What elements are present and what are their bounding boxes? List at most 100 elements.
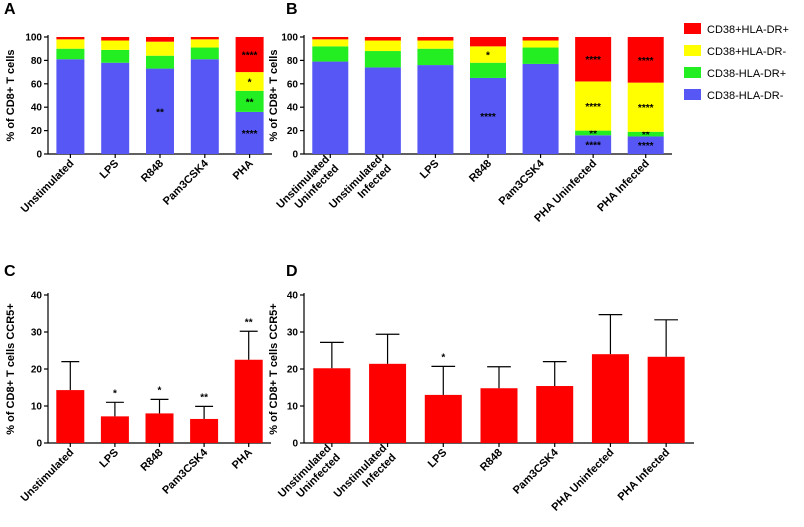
bar-segment <box>101 40 130 50</box>
panel-label: C <box>4 263 16 280</box>
bar-segment <box>101 49 130 63</box>
panel-label: D <box>286 263 298 280</box>
bar <box>591 354 629 443</box>
panel-a: A % of CD8+ T cells 0 20 40 60 80 100 Unstimulat… <box>4 1 272 215</box>
category-label-line: PHA Uninfected <box>550 447 617 514</box>
category-label-line: PHA Infected <box>595 158 652 215</box>
significance-label: **** <box>638 141 654 152</box>
category-label: PHA Uninfected <box>550 447 617 514</box>
significance-label: **** <box>638 56 654 67</box>
y-tick-label: 40 <box>287 103 299 114</box>
y-tick-label: 100 <box>25 33 42 44</box>
y-tick-label: 10 <box>287 402 299 413</box>
y-tick-label: 0 <box>292 439 298 450</box>
bar-segment <box>575 130 612 136</box>
bar <box>234 359 263 443</box>
significance-label: ** <box>200 392 208 403</box>
bar-segment <box>190 39 219 48</box>
bar-segment <box>364 67 401 154</box>
y-tick-label: 20 <box>31 126 43 137</box>
bar-segment <box>470 46 506 63</box>
bar-segment <box>56 59 85 155</box>
y-tick-label: 30 <box>31 328 43 339</box>
y-tick-label: 80 <box>287 56 299 67</box>
category-label-line: LPS <box>426 447 450 471</box>
bar <box>480 388 518 443</box>
significance-label: ** <box>245 317 253 328</box>
y-tick-label: 10 <box>31 402 43 413</box>
significance-label: **** <box>585 141 601 152</box>
y-tick-label: 40 <box>31 103 43 114</box>
category-label: R848 <box>478 447 505 474</box>
y-tick-label: 60 <box>287 79 299 90</box>
bar-segment <box>146 68 174 154</box>
y-axis-title: % of CD8+ T cells <box>268 49 280 141</box>
bar-segment <box>470 37 506 47</box>
bar <box>56 390 85 443</box>
category-label: UnstimulatedInfected <box>332 442 399 509</box>
bar-segment <box>312 39 349 47</box>
y-tick-label: 0 <box>292 150 298 161</box>
bar-segment <box>312 46 349 62</box>
category-label-line: Pam3CSK4 <box>511 446 562 497</box>
category-label: PHA <box>230 447 255 472</box>
legend-swatch <box>684 89 701 100</box>
significance-label: * <box>158 385 162 396</box>
category-label-line: R848 <box>139 447 166 474</box>
y-tick-label: 0 <box>36 439 42 450</box>
category-label: PHA <box>231 158 256 183</box>
bar <box>647 356 685 443</box>
bar-segment <box>146 37 174 42</box>
y-tick-label: 20 <box>31 365 43 376</box>
category-label: R848 <box>467 158 494 185</box>
legend-label: CD38-HLA-DR- <box>707 90 784 102</box>
category-label-line: LPS <box>418 158 442 182</box>
y-tick-label: 80 <box>31 56 43 67</box>
bar-segment <box>190 59 219 155</box>
significance-label: ** <box>589 129 597 140</box>
y-tick-label: 40 <box>31 291 43 302</box>
category-label: UnstimulatedInfected <box>327 153 394 220</box>
y-tick-label: 100 <box>281 33 298 44</box>
bar-segment <box>627 136 664 154</box>
bar <box>190 418 219 443</box>
bar <box>536 386 574 443</box>
category-label-line: Unstimulated <box>19 158 77 216</box>
legend-swatch <box>684 23 701 34</box>
y-axis-title: % of CD8+ T cells CCR5+ <box>268 303 280 434</box>
bar-segment <box>190 37 219 40</box>
bar-segment <box>146 55 174 69</box>
category-label-line: Pam3CSK4 <box>161 157 212 208</box>
bar-segment <box>101 62 130 154</box>
y-tick-label: 0 <box>36 150 42 161</box>
category-label: Unstimulated <box>19 158 77 216</box>
category-label-line: LPS <box>98 158 122 182</box>
y-axis-title: % of CD8+ T cells CCR5+ <box>5 303 17 434</box>
significance-label: **** <box>585 55 601 66</box>
panel-label: A <box>4 1 16 18</box>
y-tick-label: 40 <box>287 291 299 302</box>
bar-segment <box>522 40 559 48</box>
bar-segment <box>364 37 401 41</box>
bar-segment <box>575 81 612 131</box>
category-label-line: LPS <box>97 447 121 471</box>
significance-label: * <box>486 51 490 62</box>
category-label: Pam3CSK4 <box>161 157 212 208</box>
bar-segment <box>627 82 664 132</box>
legend: CD38+HLA-DR+ CD38+HLA-DR- CD38-HLA-DR+ CD38… <box>684 23 789 102</box>
category-label-line: Unstimulated <box>19 447 77 505</box>
bar <box>313 368 351 443</box>
bar-segment <box>417 37 454 41</box>
y-tick-label: 30 <box>287 328 299 339</box>
category-label: R848 <box>139 447 166 474</box>
bar-segment <box>522 63 559 154</box>
category-label: UnstimulatedUninfected <box>276 442 343 509</box>
bar-segment <box>417 65 454 154</box>
bar-segment <box>190 47 219 60</box>
category-label-line: R848 <box>478 447 505 474</box>
category-label-line: Pam3CSK4 <box>497 157 548 208</box>
category-label-line: PHA <box>230 447 255 472</box>
bar-segment <box>101 37 130 41</box>
panel-d: D % of CD8+ T cells CCR5+ 0 10 20 30 40 Unstimu… <box>268 263 694 514</box>
category-label: R848 <box>139 158 166 185</box>
